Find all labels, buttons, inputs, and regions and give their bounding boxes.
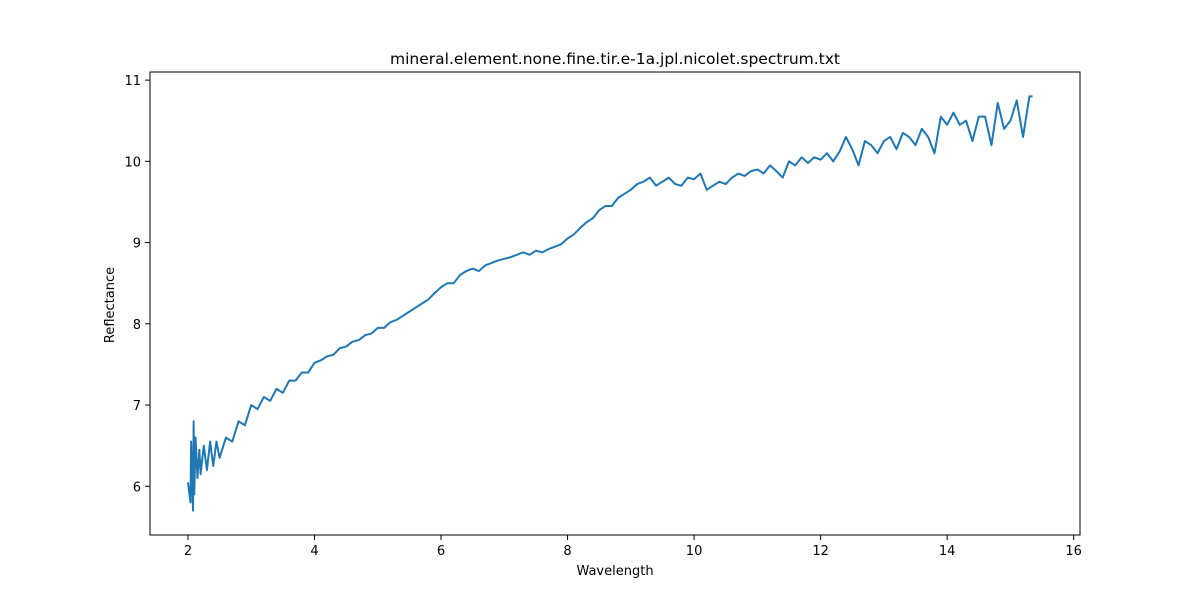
y-tick-label: 8 xyxy=(133,318,141,333)
x-tick-label: 12 xyxy=(812,544,829,559)
y-tick-label: 9 xyxy=(133,237,141,252)
y-tick-label: 11 xyxy=(124,74,141,89)
x-tick-label: 6 xyxy=(437,544,445,559)
plot-area: 2 4 6 8 10 12 14 16 6 7 8 9 10 11 xyxy=(124,71,1082,559)
x-tick-label: 4 xyxy=(310,544,318,559)
x-tick-label: 8 xyxy=(563,544,571,559)
plot-frame xyxy=(149,71,1081,536)
chart-title: mineral.element.none.fine.tir.e-1a.jpl.n… xyxy=(390,50,840,68)
x-tick-label: 14 xyxy=(939,544,956,559)
x-axis-label: Wavelength xyxy=(576,564,653,579)
y-tick-label: 7 xyxy=(133,399,141,414)
y-axis-label: Reflectance xyxy=(103,267,118,343)
x-tick-label: 2 xyxy=(184,544,192,559)
y-tick-label: 10 xyxy=(124,155,141,170)
series-line-0 xyxy=(186,95,1033,512)
x-tick-label: 10 xyxy=(686,544,703,559)
x-tick-label: 16 xyxy=(1065,544,1082,559)
y-tick-label: 6 xyxy=(133,480,141,495)
